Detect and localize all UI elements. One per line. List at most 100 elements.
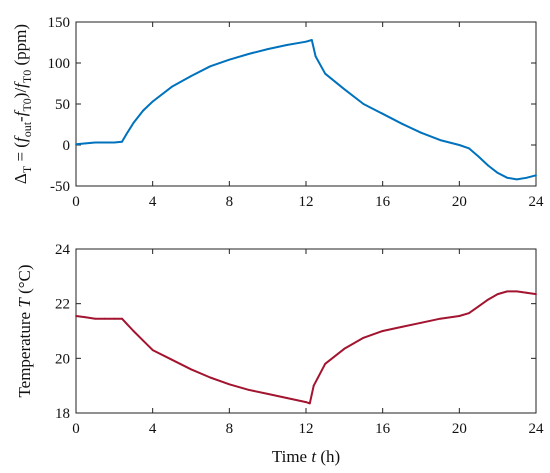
data-point (151, 349, 154, 351)
data-point (94, 317, 97, 320)
data-point (506, 176, 509, 179)
x-tick-label: 20 (452, 194, 467, 210)
data-point (515, 290, 518, 293)
data-point (324, 362, 327, 365)
y-tick-label: 150 (48, 15, 71, 31)
data-point (124, 134, 127, 137)
data-point (247, 388, 250, 391)
data-point (312, 384, 315, 387)
x-tick-label: 16 (375, 194, 391, 210)
data-point (308, 402, 311, 405)
data-point (132, 122, 135, 124)
data-point (515, 178, 518, 181)
y-tick-label: 0 (63, 138, 71, 154)
data-point (94, 141, 97, 144)
x-tick-label: 0 (72, 194, 80, 210)
data-point (103, 317, 106, 320)
data-point (506, 290, 509, 293)
series-group (75, 39, 537, 181)
data-point (439, 139, 442, 142)
plot-area-frame (75, 248, 537, 414)
data-point (266, 48, 269, 50)
data-point (151, 100, 154, 103)
data-point (75, 143, 77, 146)
y-tick-label: 100 (48, 56, 71, 72)
plot-area-frame (75, 21, 537, 187)
data-point (525, 291, 528, 294)
data-point (381, 112, 384, 115)
data-point (247, 53, 250, 55)
data-point (487, 298, 489, 301)
y-tick-label: -50 (50, 179, 70, 195)
data-point (496, 293, 499, 295)
data-point (477, 305, 480, 308)
data-point (487, 164, 489, 167)
data-point (285, 397, 288, 399)
data-point (190, 368, 192, 371)
x-tick-label: 12 (299, 194, 314, 210)
data-point (285, 44, 288, 46)
data-point (121, 140, 123, 143)
y-tick-label: 20 (55, 351, 70, 367)
data-point (266, 393, 269, 395)
data-point (228, 58, 231, 61)
data-point (477, 155, 480, 158)
x-tick-label: 16 (375, 421, 391, 437)
series-group (75, 290, 537, 405)
data-point (496, 172, 499, 174)
x-tick-label: 4 (149, 421, 157, 437)
series-line (75, 290, 537, 405)
series-line (75, 39, 537, 181)
data-point (324, 72, 327, 75)
data-point (209, 65, 212, 68)
data-point (113, 141, 116, 144)
x-tick-label: 4 (149, 194, 157, 210)
y-tick-label: 50 (55, 97, 70, 113)
data-point (209, 376, 212, 379)
y-tick-label: 24 (55, 242, 71, 258)
data-point (525, 176, 528, 179)
data-point (343, 88, 346, 91)
x-tick-label: 12 (299, 421, 314, 437)
y-tick-label: 22 (55, 297, 70, 313)
data-point (381, 330, 384, 332)
data-point (468, 147, 470, 150)
data-point (535, 293, 537, 295)
data-point (113, 317, 116, 320)
data-point (343, 347, 346, 350)
data-point (535, 174, 537, 177)
data-point (142, 109, 145, 112)
x-tick-label: 8 (226, 194, 234, 210)
data-point (439, 317, 442, 320)
data-point (132, 330, 135, 332)
data-point (362, 103, 365, 105)
x-tick-label: 0 (72, 421, 80, 437)
data-point (228, 383, 231, 386)
temperature-chart: 0 4 8 12 16 20 24 18 20 22 24 Temperature T (°C) T… (15, 242, 544, 466)
data-point (310, 39, 313, 41)
data-point (84, 142, 87, 145)
data-point (305, 401, 307, 403)
data-point (362, 336, 365, 339)
data-point (420, 321, 422, 324)
data-point (190, 75, 192, 77)
data-point (121, 317, 123, 320)
data-point (458, 144, 461, 146)
x-tick-label: 24 (529, 421, 545, 437)
data-point (170, 85, 173, 88)
data-point (84, 316, 87, 319)
data-point (103, 141, 106, 144)
y-axis-label: Temperature T (°C) (15, 264, 34, 397)
data-point (400, 122, 403, 125)
data-point (142, 339, 145, 342)
data-point (400, 326, 403, 328)
data-point (170, 358, 173, 361)
data-point (420, 131, 422, 134)
data-point (305, 40, 307, 43)
tick-group: 0 4 8 12 16 20 24 18 20 22 24 (55, 242, 544, 437)
data-point (124, 321, 127, 324)
x-tick-label: 8 (226, 421, 234, 437)
